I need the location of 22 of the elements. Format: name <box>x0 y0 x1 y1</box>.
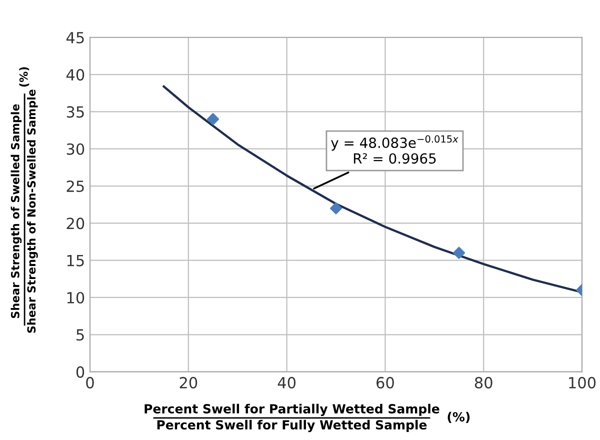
point <box>206 113 220 126</box>
y-tick-label: 0 <box>76 366 84 378</box>
x-tick-label: 0 <box>86 376 94 388</box>
x-tick-label: 60 <box>376 376 394 388</box>
x-tick-label: 20 <box>180 376 198 388</box>
text: Percent Swell for Partially Wetted Sample Percent Swell for Fully Wetted Sample (%) <box>144 404 470 432</box>
y-tick-label: 45 <box>66 32 84 44</box>
annotation: y = 48.083e$^{−0.015x}$ R² = 0.9965 <box>331 135 458 164</box>
y-tick-label: 25 <box>66 180 84 192</box>
x-tick-label: 100 <box>569 376 596 388</box>
point <box>330 202 342 214</box>
y-axis-title: Shear Strength of Swelled Sample Shear Strength of Non-Swelled Sample (%) <box>10 67 38 333</box>
y-tick-label: 10 <box>67 292 84 304</box>
y-tick-label: 20 <box>66 218 84 230</box>
y-tick-label: 40 <box>66 69 84 81</box>
x-tick-label: 40 <box>278 376 296 388</box>
y-tick-label: 5 <box>76 329 84 341</box>
x-tick-label: 80 <box>474 376 492 388</box>
y-tick-label: 35 <box>66 106 84 118</box>
y-tick-label: 30 <box>66 143 84 155</box>
y-tick-label: 15 <box>67 255 84 266</box>
point <box>452 246 466 259</box>
